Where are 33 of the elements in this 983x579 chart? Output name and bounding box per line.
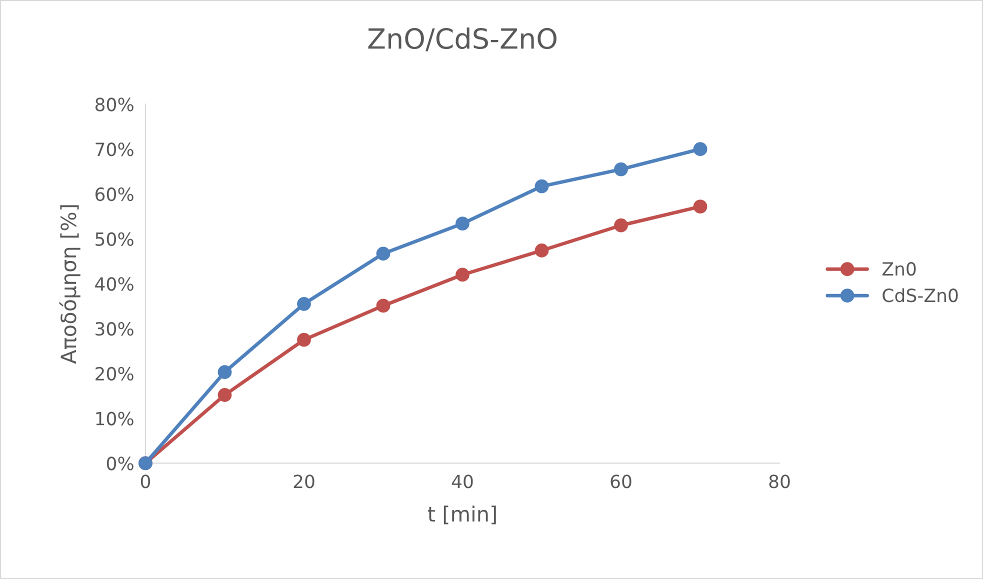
point	[534, 179, 549, 194]
point	[614, 218, 628, 232]
y-tick-label: 30%	[96, 322, 134, 336]
point	[218, 365, 232, 380]
point	[376, 246, 390, 261]
y-tick-label: 50%	[96, 232, 134, 246]
x-tick-label: 0	[140, 474, 150, 488]
y-tick-label: 70%	[96, 142, 134, 156]
point	[614, 162, 628, 176]
point	[376, 298, 390, 313]
chart-title: ZnO/CdS-ZnO	[368, 28, 556, 52]
point	[456, 268, 470, 282]
y-tick-label: 20%	[96, 366, 134, 381]
x-tick-label: 20	[294, 474, 314, 488]
point	[693, 142, 708, 156]
point	[297, 332, 311, 347]
y-tick-label: 80%	[95, 98, 134, 112]
y-tick-label: 0%	[106, 456, 134, 470]
x-tick-label: 80	[769, 474, 790, 488]
x-tick-label: 60	[610, 474, 632, 488]
point	[218, 388, 232, 402]
point	[456, 216, 470, 231]
point	[297, 296, 311, 311]
legend-label: Zn0	[882, 262, 916, 276]
y-tick-label: 60%	[96, 187, 134, 202]
y-axis-title: Αποδόμηση [%]	[59, 205, 80, 364]
x-tick-label: 40	[452, 474, 473, 488]
point	[534, 244, 549, 258]
x-axis-title: t [min]	[428, 506, 496, 524]
legend-label: CdS-Zn0	[882, 288, 958, 302]
y-tick-label: 40%	[95, 277, 134, 291]
point	[693, 200, 708, 214]
y-tick-label: 10%	[96, 412, 134, 426]
